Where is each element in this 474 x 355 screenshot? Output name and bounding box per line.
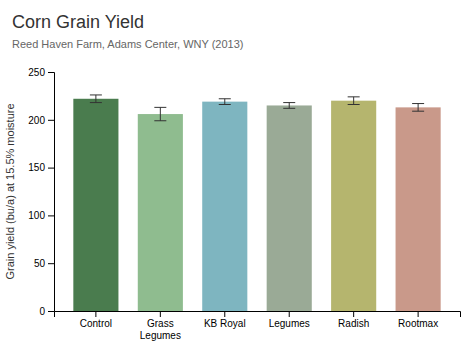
x-tick-mark — [160, 311, 161, 317]
x-tick: GrassLegumes — [140, 311, 181, 341]
y-tick-label: 0 — [39, 306, 45, 317]
x-tick-label-line: Legumes — [269, 318, 310, 329]
y-tick-label: 50 — [34, 258, 46, 269]
y-axis: 0 50 100 150 200 250 — [28, 67, 54, 317]
x-tick-label-line: Control — [80, 318, 112, 329]
y-tick-label: 200 — [28, 115, 45, 126]
x-tick-label-line: Grass — [147, 318, 174, 329]
error-bar — [90, 95, 102, 103]
x-tick-label: Legumes — [269, 318, 310, 329]
x-axis-line — [55, 312, 461, 318]
y-tick: 250 — [28, 67, 54, 78]
x-tick-label: Radish — [338, 318, 369, 329]
x-tick-label: Rootmax — [398, 318, 438, 329]
error-bar — [219, 99, 231, 105]
y-tick-mark — [48, 168, 54, 169]
y-axis-title: Grain yield (bu/a) at 15.5% moisture — [4, 103, 16, 279]
x-tick-label-line: Legumes — [140, 330, 181, 341]
x-tick-label: KB Royal — [204, 318, 246, 329]
x-tick-label-line: Radish — [338, 318, 369, 329]
y-axis-line — [48, 73, 55, 312]
x-tick-mark — [289, 311, 290, 317]
x-tick: Legumes — [269, 311, 310, 329]
y-tick-label: 250 — [28, 67, 45, 78]
x-tick: KB Royal — [204, 311, 246, 329]
x-tick: Rootmax — [398, 311, 438, 329]
plot: 050100150200250ControlGrassLegumesKB Roy… — [4, 67, 461, 341]
bar — [267, 105, 312, 311]
bar — [73, 99, 118, 311]
bar — [396, 107, 441, 311]
y-tick-label: 150 — [28, 162, 45, 173]
bar — [331, 101, 376, 311]
x-tick: Radish — [338, 311, 369, 329]
x-tick-mark — [95, 311, 96, 317]
title: Corn Grain Yield — [12, 12, 144, 32]
x-tick: Control — [80, 311, 112, 329]
x-tick-mark — [224, 311, 225, 317]
error-bar — [412, 104, 424, 112]
y-tick: 50 — [34, 258, 54, 269]
y-tick-mark — [48, 215, 54, 216]
y-tick-mark — [48, 120, 54, 121]
y-tick: 200 — [28, 115, 54, 126]
x-tick-mark — [353, 311, 354, 317]
x-tick-label: Control — [80, 318, 112, 329]
error-bar — [283, 103, 295, 109]
y-tick-mark — [48, 311, 54, 312]
x-axis: ControlGrassLegumesKB RoyalLegumesRadish… — [55, 311, 461, 341]
error-bar — [154, 107, 166, 120]
chart: Corn Grain Yield Reed Haven Farm, Adams C… — [0, 0, 474, 355]
y-tick-label: 100 — [28, 210, 45, 221]
y-tick-mark — [48, 263, 54, 264]
y-tick: 150 — [28, 162, 54, 173]
subtitle: Reed Haven Farm, Adams Center, WNY (2013… — [12, 38, 244, 50]
y-tick: 100 — [28, 210, 54, 221]
x-tick-mark — [418, 311, 419, 317]
x-tick-label: GrassLegumes — [140, 318, 181, 341]
error-bar — [348, 97, 360, 105]
y-tick-mark — [48, 72, 54, 73]
bar — [202, 102, 247, 311]
bar — [138, 114, 183, 311]
x-tick-label-line: KB Royal — [204, 318, 246, 329]
marks — [73, 95, 440, 311]
x-tick-label-line: Rootmax — [398, 318, 438, 329]
y-tick: 0 — [39, 306, 54, 317]
